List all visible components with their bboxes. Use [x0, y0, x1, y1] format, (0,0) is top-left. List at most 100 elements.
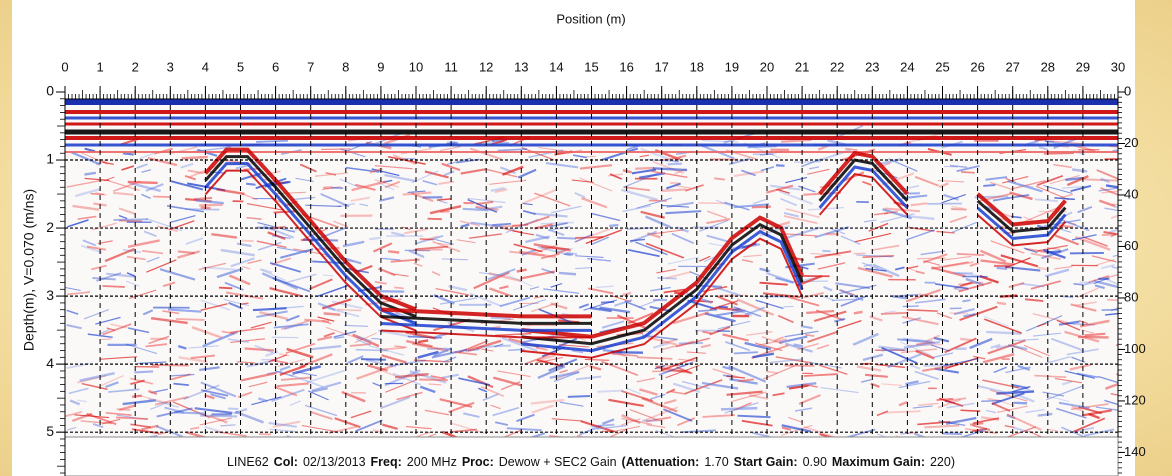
reflection: [1105, 273, 1118, 279]
reflection: [956, 164, 980, 173]
reflection: [761, 336, 783, 345]
reflection: [1061, 295, 1074, 299]
reflection: [121, 165, 135, 171]
x-tick-label: 15: [584, 59, 598, 74]
reflection: [102, 285, 125, 288]
reflection: [588, 287, 614, 295]
reflection: [785, 262, 815, 269]
reflection: [674, 185, 691, 189]
reflection: [865, 267, 887, 272]
reflection: [162, 281, 176, 288]
reflection: [537, 359, 564, 368]
reflection: [672, 382, 701, 394]
reflection: [1037, 322, 1047, 328]
reflection: [185, 208, 220, 211]
reflection: [536, 346, 548, 351]
reflection: [418, 378, 448, 382]
reflection: [280, 248, 314, 259]
reflection: [405, 339, 433, 348]
reflection: [758, 338, 787, 347]
reflection: [639, 388, 658, 396]
x-tick-label: 14: [549, 59, 563, 74]
reflection: [199, 366, 220, 372]
reflection: [652, 229, 684, 235]
y-tick-label: 5: [46, 423, 54, 439]
reflection: [574, 191, 586, 199]
reflection: [448, 401, 475, 414]
reflection: [374, 165, 413, 170]
caption-part: Dewow + SEC2 Gain: [499, 455, 617, 469]
reflection: [622, 204, 651, 213]
reflection: [612, 353, 638, 357]
reflection: [112, 180, 141, 192]
reflection: [458, 377, 490, 386]
reflection: [405, 331, 436, 340]
reflection: [656, 268, 677, 274]
reflection: [663, 288, 686, 294]
reflection: [666, 182, 681, 190]
reflection: [108, 388, 140, 393]
reflection: [645, 215, 672, 229]
reflection: [166, 205, 205, 213]
reflection: [980, 259, 1015, 266]
reflection: [772, 392, 785, 397]
reflection: [1037, 244, 1068, 252]
reflection: [965, 277, 985, 287]
reflection: [459, 220, 481, 227]
reflection: [86, 412, 117, 426]
reflection: [247, 259, 262, 265]
reflection: [236, 242, 252, 248]
reflection: [747, 145, 777, 149]
y2-tick-label: 140: [1124, 444, 1146, 459]
reflection: [141, 193, 151, 200]
reflection: [860, 378, 872, 383]
reflection: [433, 347, 453, 357]
reflection: [996, 266, 1008, 271]
reflection: [785, 226, 821, 240]
reflection: [805, 333, 815, 337]
reflection: [413, 262, 423, 267]
reflection: [439, 297, 478, 305]
reflection: [352, 333, 380, 348]
reflection: [981, 400, 1002, 402]
reflection: [1046, 428, 1058, 432]
reflection: [246, 182, 256, 186]
reflection: [371, 338, 382, 340]
reflection: [1054, 234, 1080, 246]
x-tick-label: 6: [272, 59, 279, 74]
reflection: [305, 204, 342, 208]
reflection: [476, 200, 494, 205]
reflection: [549, 222, 568, 228]
reflection: [669, 181, 680, 185]
reflection: [963, 313, 976, 318]
reflection: [198, 262, 227, 271]
x-tick-label: 13: [514, 59, 528, 74]
reflection: [601, 320, 625, 329]
reflection: [512, 230, 535, 236]
reflection: [631, 168, 657, 175]
reflection: [269, 286, 303, 298]
reflection: [1069, 363, 1091, 371]
reflection: [897, 338, 932, 344]
reflection: [419, 238, 434, 241]
reflection: [794, 407, 813, 412]
reflection: [1071, 405, 1084, 412]
reflection: [256, 310, 288, 319]
reflection: [1094, 258, 1115, 267]
reflection: [686, 351, 706, 354]
reflection: [138, 361, 167, 364]
reflection: [556, 249, 567, 254]
reflection: [118, 207, 136, 215]
reflection: [1005, 257, 1031, 269]
reflection: [449, 428, 477, 433]
reflection: [227, 338, 250, 344]
reflection: [854, 232, 892, 243]
reflection: [405, 426, 432, 430]
reflection: [200, 381, 237, 398]
reflection: [356, 364, 394, 380]
reflection: [382, 423, 398, 430]
reflection: [189, 426, 200, 430]
reflection: [1054, 265, 1073, 270]
reflection: [958, 281, 983, 286]
reflection: [148, 398, 179, 408]
